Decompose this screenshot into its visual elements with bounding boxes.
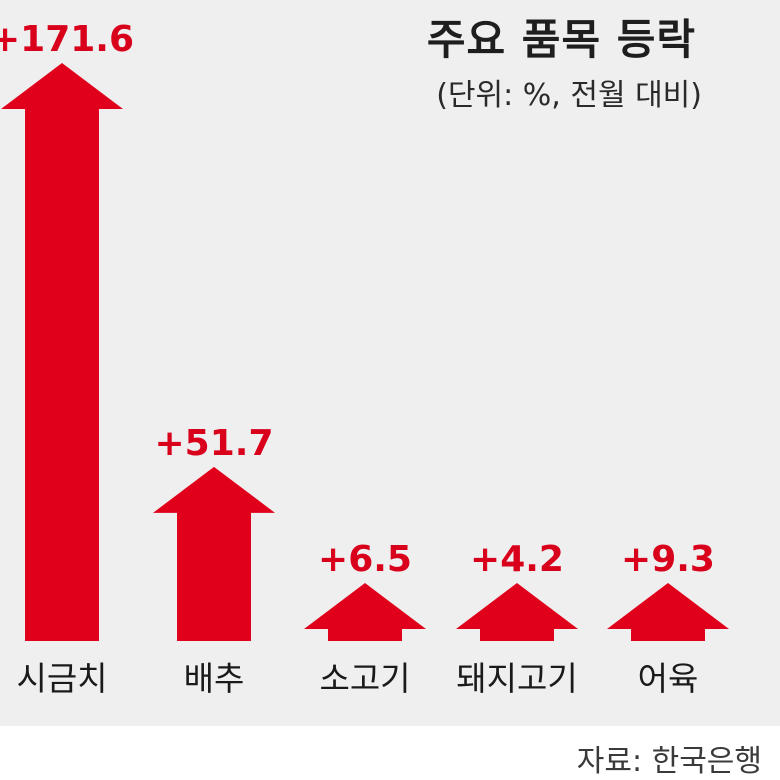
chart-plot: +171.6 시금치 +51.7 배추 +6.5 소고기 +4.2 돼지고기 +9.3 어육 <box>0 19 729 698</box>
arrow-bar-3 <box>304 583 426 641</box>
value-label-4: +4.2 <box>470 539 564 580</box>
value-label-1: +171.6 <box>0 19 134 60</box>
category-label-4: 돼지고기 <box>456 659 577 698</box>
value-label-5: +9.3 <box>621 539 715 580</box>
value-label-3: +6.5 <box>318 539 412 580</box>
category-label-5: 어육 <box>638 659 699 698</box>
arrow-bar-5 <box>607 583 729 641</box>
arrow-bar-1 <box>1 63 123 641</box>
value-label-2: +51.7 <box>155 423 274 464</box>
source-note: 자료: 한국은행 <box>576 744 762 779</box>
arrow-bar-4 <box>456 583 578 641</box>
category-label-3: 소고기 <box>319 659 410 698</box>
chart-subtitle: (단위: %, 전월 대비) <box>436 78 702 113</box>
arrow-bar-2 <box>153 466 275 641</box>
chart-title: 주요 품목 등락 <box>426 15 696 64</box>
category-label-2: 배추 <box>184 659 245 698</box>
category-label-1: 시금치 <box>16 659 107 698</box>
